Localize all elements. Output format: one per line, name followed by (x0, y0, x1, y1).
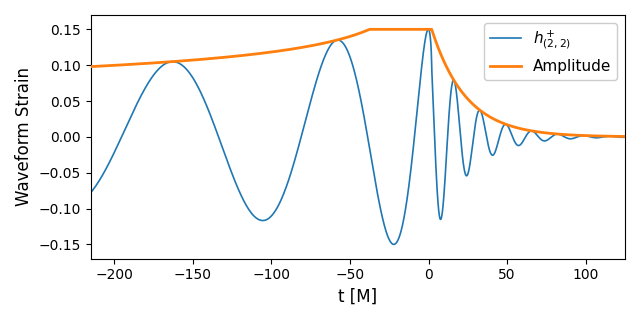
$h^+_{(2,2)}$ (109, 153, 117, 157)
Amplitude (87, 65, 95, 69)
$h^+_{(2,2)}$ (193, 83, 201, 87)
$h^+_{(2,2)}$ (87, 191, 95, 195)
$h^+_{(2,2)}$ (424, 27, 432, 31)
Amplitude (629, 134, 637, 138)
Amplitude (119, 63, 127, 67)
Amplitude (89, 65, 97, 68)
$h^+_{(2,2)}$ (629, 135, 637, 139)
Legend: $h^+_{(2,2)}$, Amplitude: $h^+_{(2,2)}$, Amplitude (484, 23, 618, 80)
Amplitude (600, 134, 608, 138)
X-axis label: t [M]: t [M] (339, 288, 378, 306)
Y-axis label: Waveform Strain: Waveform Strain (15, 67, 33, 206)
$h^+_{(2,2)}$ (352, 75, 360, 79)
$h^+_{(2,2)}$ (390, 242, 397, 246)
Amplitude (109, 64, 117, 67)
Amplitude (352, 33, 360, 37)
$h^+_{(2,2)}$ (119, 132, 127, 135)
$h^+_{(2,2)}$ (600, 135, 608, 139)
Line: $h^+_{(2,2)}$: $h^+_{(2,2)}$ (91, 29, 633, 244)
Amplitude (365, 27, 373, 31)
Line: Amplitude: Amplitude (91, 29, 633, 136)
$h^+_{(2,2)}$ (89, 188, 97, 192)
Amplitude (193, 58, 201, 62)
